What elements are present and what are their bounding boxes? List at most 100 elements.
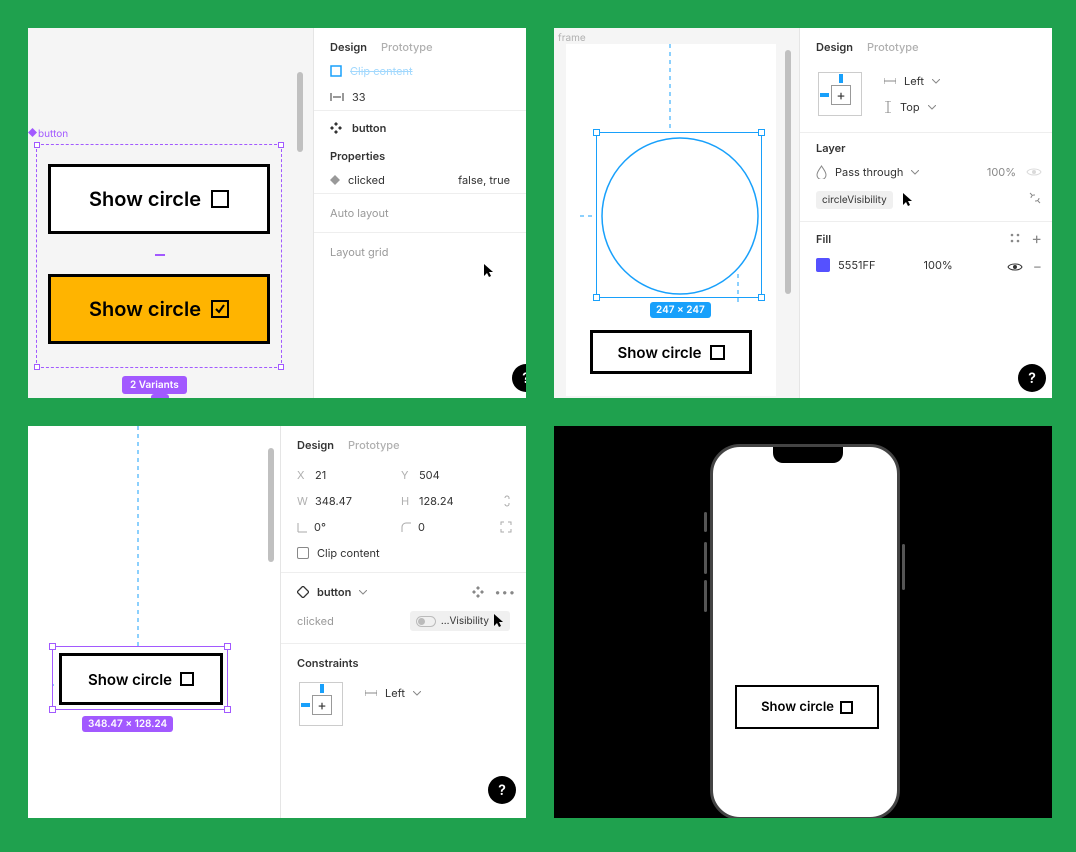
- tab-design[interactable]: Design: [330, 40, 367, 54]
- component-label: button: [38, 128, 68, 140]
- checkbox-checked-icon: [211, 300, 229, 318]
- corner-radius-icon: [401, 522, 412, 533]
- boolean-toggle-icon: [416, 616, 436, 627]
- selected-ellipse-bounds[interactable]: [596, 132, 762, 298]
- w-field[interactable]: W348.47: [297, 494, 385, 508]
- property-values[interactable]: false, true: [458, 173, 510, 187]
- remove-fill-button[interactable]: −: [1033, 258, 1042, 275]
- clip-content-toggle[interactable]: Clip content: [281, 540, 526, 566]
- rotation-field[interactable]: 0°: [297, 520, 385, 534]
- instance-prop-value[interactable]: ...Visibility: [410, 611, 510, 631]
- variant-button-false[interactable]: Show circle: [48, 164, 270, 234]
- constraints-widget[interactable]: +: [299, 682, 343, 726]
- tab-prototype[interactable]: Prototype: [867, 40, 919, 54]
- component-name[interactable]: button: [352, 121, 386, 135]
- tab-prototype[interactable]: Prototype: [348, 438, 400, 452]
- design-sidebar: Design Prototype Clip content 33 button …: [313, 28, 526, 398]
- canvas-button-label: Show circle: [88, 670, 172, 689]
- panel-layer: frame 247 × 247 Show circle Design Proto…: [554, 28, 1052, 398]
- preview-button-label: Show circle: [761, 699, 834, 715]
- variant-prop-icon: [330, 175, 340, 185]
- link-dimensions-icon[interactable]: [502, 494, 512, 508]
- checkbox-empty-icon: [710, 345, 725, 360]
- tab-prototype[interactable]: Prototype: [381, 40, 433, 54]
- variant-button-label: Show circle: [89, 187, 201, 211]
- clip-content-label[interactable]: Clip content: [350, 64, 413, 78]
- canvas-button-label: Show circle: [617, 343, 701, 362]
- tab-design[interactable]: Design: [816, 40, 853, 54]
- corner-radius-field[interactable]: 0: [401, 520, 489, 534]
- component-icon: [28, 128, 37, 137]
- help-button[interactable]: ?: [488, 776, 516, 804]
- component-set-icon: [330, 122, 342, 134]
- variant-button-label: Show circle: [89, 297, 201, 321]
- instance-icon: [297, 586, 309, 598]
- fill-hex[interactable]: 5551FF: [838, 258, 876, 272]
- help-button[interactable]: ?: [1018, 364, 1046, 392]
- layout-grid-section[interactable]: Layout grid: [314, 233, 526, 271]
- constraint-v-select[interactable]: Top: [884, 100, 940, 114]
- cursor-icon: [484, 264, 494, 278]
- spacing-value[interactable]: 33: [352, 90, 366, 104]
- constraints-widget[interactable]: +: [818, 72, 862, 116]
- design-sidebar: Design Prototype + Left Top: [799, 28, 1052, 398]
- add-fill-button[interactable]: +: [1031, 232, 1042, 244]
- phone-frame: Show circle: [710, 444, 900, 818]
- design-sidebar: Design Prototype X21 Y504 W348.47 H128.2…: [280, 426, 526, 818]
- scrollbar-thumb[interactable]: [268, 448, 274, 562]
- visibility-icon[interactable]: [1007, 262, 1023, 272]
- panel-preview: Show circle: [554, 426, 1052, 818]
- more-icon[interactable]: •••: [494, 585, 516, 599]
- checkbox-empty-icon: [297, 547, 309, 559]
- layer-heading: Layer: [800, 133, 1052, 159]
- independent-corners-icon[interactable]: [500, 521, 512, 533]
- checkbox-empty-icon: [211, 190, 229, 208]
- visibility-variable-chip[interactable]: circleVisibility: [816, 191, 893, 209]
- instance-prop-name: clicked: [297, 614, 334, 628]
- auto-layout-section[interactable]: Auto layout: [314, 194, 526, 232]
- horizontal-icon: [884, 77, 896, 85]
- instance-name[interactable]: button: [317, 585, 351, 599]
- constraint-h-select[interactable]: Left: [365, 680, 421, 700]
- cursor-icon: [903, 193, 913, 207]
- fill-heading: Fill: [816, 232, 831, 246]
- h-field[interactable]: H128.24: [401, 494, 489, 508]
- variant-button-true[interactable]: Show circle: [48, 274, 270, 344]
- fill-opacity[interactable]: 100%: [924, 258, 953, 272]
- component-set-icon[interactable]: [472, 586, 484, 598]
- tab-design[interactable]: Design: [297, 438, 334, 452]
- chevron-down-icon: [911, 170, 919, 175]
- preview-button[interactable]: Show circle: [735, 685, 879, 729]
- style-icon[interactable]: [1009, 232, 1021, 244]
- ellipse-shape: [597, 133, 763, 299]
- selection-dimensions: 247 × 247: [650, 302, 711, 318]
- x-field[interactable]: X21: [297, 468, 385, 482]
- cursor-icon: [494, 614, 504, 628]
- blend-mode-select[interactable]: Pass through: [835, 165, 903, 179]
- selected-instance-bounds[interactable]: Show circle: [52, 646, 228, 710]
- variants-count-badge: 2 Variants: [122, 376, 187, 394]
- visibility-icon[interactable]: [1026, 167, 1042, 177]
- chevron-down-icon: [359, 590, 367, 595]
- phone-side-button: [704, 580, 707, 612]
- phone-side-button: [902, 544, 905, 590]
- blend-mode-icon: [816, 165, 827, 179]
- y-field[interactable]: Y504: [401, 468, 489, 482]
- constraint-h-select[interactable]: Left: [884, 74, 940, 88]
- phone-notch: [773, 447, 843, 463]
- scrollbar-thumb[interactable]: [785, 50, 791, 294]
- scrollbar-thumb[interactable]: [297, 72, 303, 152]
- add-variant-button[interactable]: +: [151, 394, 169, 398]
- detach-variable-icon[interactable]: [1028, 191, 1042, 205]
- horizontal-icon: [365, 689, 377, 697]
- chevron-down-icon: [928, 105, 936, 110]
- checkbox-empty-icon: [840, 701, 853, 714]
- clip-content-icon: [330, 65, 342, 77]
- checkbox-empty-icon: [180, 672, 194, 686]
- fill-swatch[interactable]: [816, 258, 830, 272]
- angle-icon: [297, 522, 308, 533]
- layer-opacity[interactable]: 100%: [987, 165, 1016, 179]
- canvas-button[interactable]: Show circle: [590, 330, 752, 374]
- property-name[interactable]: clicked: [348, 173, 385, 187]
- frame-label: frame: [558, 32, 586, 44]
